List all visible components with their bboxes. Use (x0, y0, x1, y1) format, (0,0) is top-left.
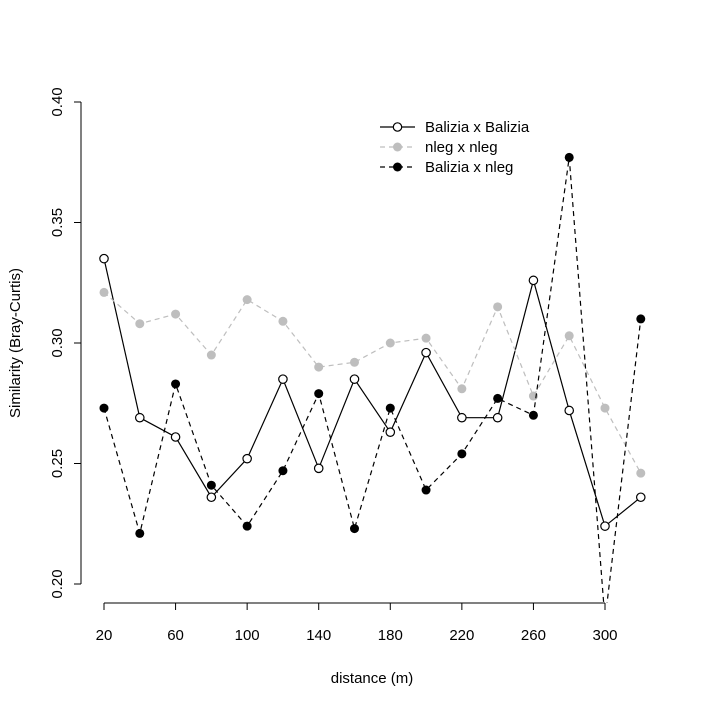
data-point-nleg-x-nleg (278, 316, 288, 326)
data-point-balizia-x-nleg (421, 485, 431, 495)
data-point-nleg-x-nleg (350, 357, 359, 367)
data-point-nleg-x-nleg (242, 295, 252, 305)
x-tick-label: 60 (167, 627, 184, 644)
data-point-balizia-x-nleg (171, 379, 181, 389)
series-line-balizia-x-nleg (103, 157, 642, 603)
axes: 0.20 0.25 0.30 0.35 0.40 20 60 100 140 180 220 260 3… (49, 87, 618, 644)
legend-marker-nleg-x-nleg (393, 142, 402, 152)
series-line-balizia-x-balizia (103, 258, 642, 528)
y-tick-label: 0.30 (49, 328, 66, 357)
data-point-nleg-x-nleg (135, 319, 145, 329)
data-point-balizia-x-balizia (278, 374, 288, 384)
legend-label-balizia-x-balizia: Balizia x Balizia (425, 119, 530, 136)
data-point-nleg-x-nleg (314, 362, 324, 372)
x-tick-label: 180 (378, 627, 403, 644)
data-point-balizia-x-balizia (385, 427, 396, 437)
data-point-balizia-x-balizia (528, 275, 539, 286)
x-tick-label: 260 (521, 627, 546, 644)
data-point-balizia-x-balizia (457, 412, 467, 423)
series-group (99, 152, 646, 625)
data-point-balizia-x-balizia (313, 463, 324, 474)
data-point-balizia-x-nleg (564, 152, 574, 162)
legend: Balizia x Balizia nleg x nleg Balizia x nl… (380, 119, 530, 176)
data-point-balizia-x-nleg (314, 389, 324, 399)
data-point-balizia-x-nleg (601, 616, 610, 625)
data-point-balizia-x-nleg (528, 410, 538, 420)
data-point-balizia-x-balizia (600, 521, 610, 531)
legend-label-balizia-x-nleg: Balizia x nleg (425, 159, 513, 176)
data-point-balizia-x-balizia (349, 374, 360, 384)
data-point-balizia-x-nleg (206, 480, 216, 490)
data-point-balizia-x-nleg (385, 403, 395, 413)
y-tick-label: 0.35 (49, 208, 66, 237)
legend-marker-balizia-x-nleg (393, 162, 402, 172)
data-point-nleg-x-nleg (636, 468, 646, 478)
data-point-balizia-x-nleg (99, 403, 109, 413)
series-line-nleg-x-nleg (103, 291, 642, 474)
x-tick-label: 220 (449, 627, 474, 644)
x-tick-label: 100 (235, 627, 260, 644)
data-point-balizia-x-balizia (492, 412, 503, 423)
data-point-nleg-x-nleg (600, 403, 610, 413)
legend-marker-balizia-x-balizia (392, 122, 403, 132)
x-tick-label: 140 (306, 627, 331, 644)
data-point-balizia-x-balizia (421, 347, 431, 358)
data-point-balizia-x-nleg (457, 449, 467, 459)
data-point-balizia-x-nleg (493, 393, 503, 403)
data-point-balizia-x-balizia (170, 432, 181, 442)
data-point-nleg-x-nleg (493, 302, 503, 312)
data-point-nleg-x-nleg (206, 350, 216, 360)
x-tick-label: 20 (96, 627, 113, 644)
data-point-balizia-x-balizia (564, 405, 575, 416)
data-point-balizia-x-balizia (242, 453, 252, 464)
data-point-balizia-x-balizia (206, 492, 217, 503)
data-point-balizia-x-balizia (99, 253, 109, 264)
data-point-nleg-x-nleg (564, 331, 574, 341)
y-tick-label: 0.25 (49, 449, 66, 478)
data-point-nleg-x-nleg (385, 338, 395, 348)
data-point-nleg-x-nleg (171, 309, 181, 319)
data-point-balizia-x-nleg (636, 314, 646, 324)
x-tick-label: 300 (592, 627, 617, 644)
data-point-nleg-x-nleg (99, 287, 109, 297)
y-tick-label: 0.20 (49, 569, 66, 598)
data-point-balizia-x-nleg (350, 524, 359, 534)
data-point-nleg-x-nleg (457, 384, 467, 394)
y-axis-label: Similarity (Bray-Curtis) (7, 268, 24, 418)
data-point-balizia-x-nleg (242, 521, 252, 531)
data-point-balizia-x-nleg (278, 466, 288, 476)
data-point-balizia-x-nleg (135, 528, 145, 538)
data-point-balizia-x-balizia (635, 492, 646, 503)
legend-label-nleg-x-nleg: nleg x nleg (425, 139, 498, 156)
data-point-nleg-x-nleg (421, 333, 431, 343)
x-axis-label: distance (m) (331, 670, 414, 687)
y-tick-label: 0.40 (49, 87, 66, 116)
data-point-balizia-x-balizia (134, 412, 145, 423)
